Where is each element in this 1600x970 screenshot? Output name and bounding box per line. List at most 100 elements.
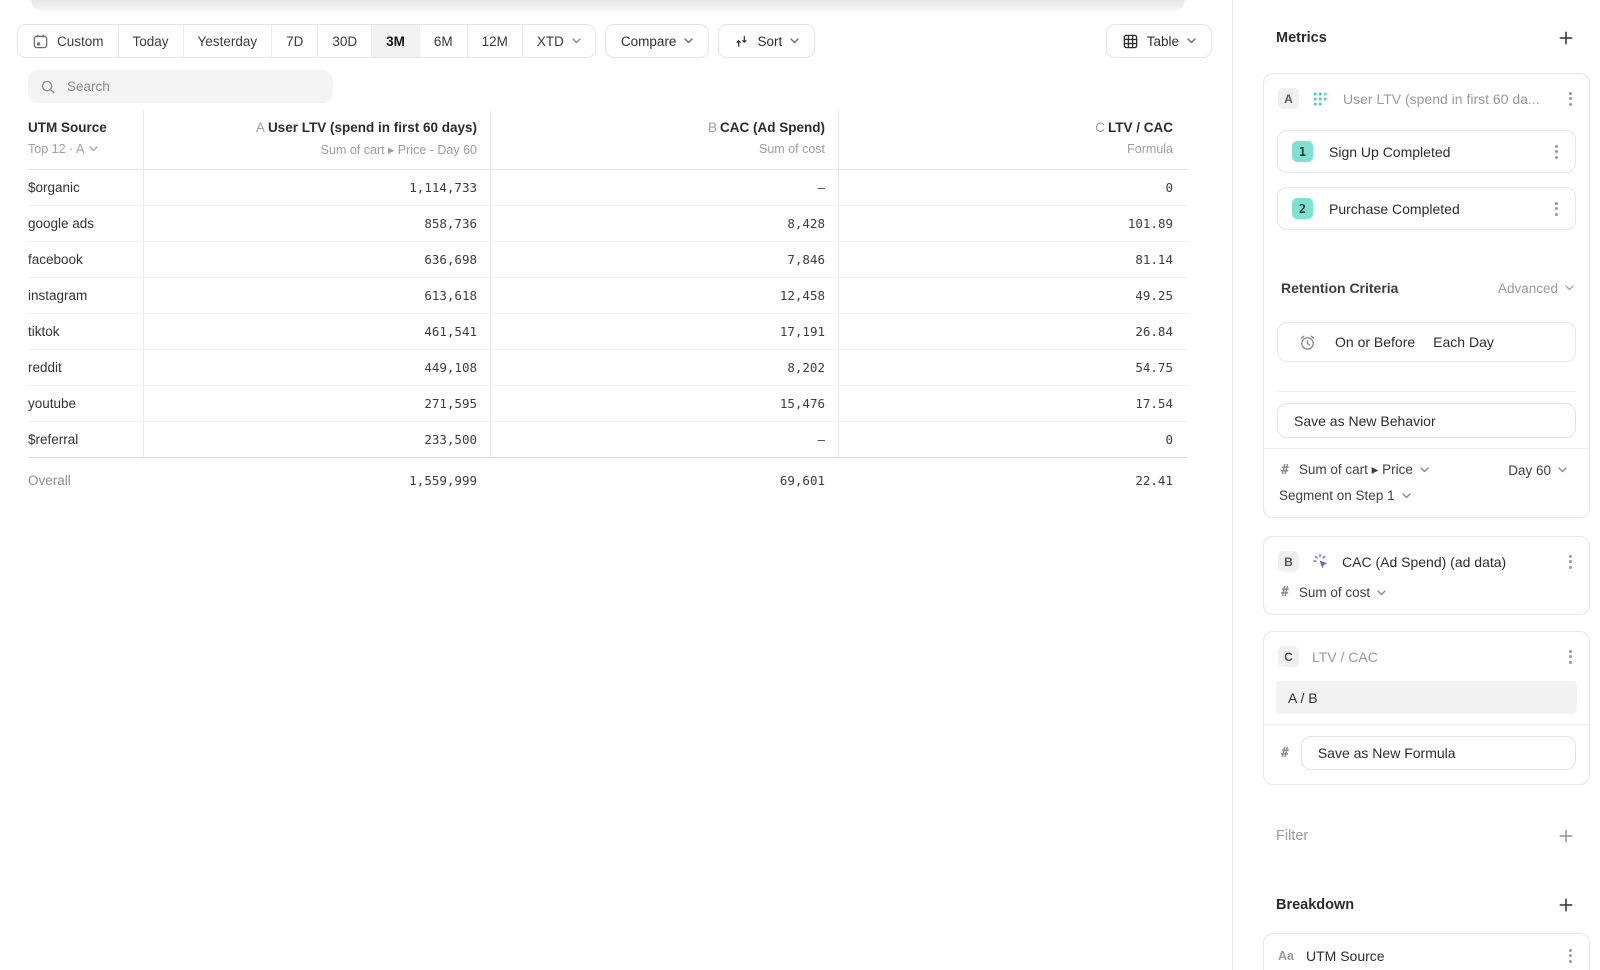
retention-condition-card[interactable]: On or Before Each Day [1277, 322, 1576, 362]
column-subtitle: Formula [1127, 142, 1173, 156]
table-header-row: UTM Source Top 12 · A A User LTV (spend i… [28, 110, 1188, 170]
step-card-1[interactable]: 1 Sign Up Completed [1277, 130, 1576, 173]
column-header-ratio[interactable]: C LTV / CAC Formula [838, 110, 1188, 169]
behavior-dots-icon [1312, 90, 1330, 108]
ratio-cell: 26.84 [838, 314, 1188, 349]
metric-b-title: CAC (Ad Spend) (ad data) [1342, 553, 1507, 570]
table-row[interactable]: instagram 613,618 12,458 49.25 [28, 278, 1188, 314]
table-row[interactable]: youtube 271,595 15,476 17.54 [28, 386, 1188, 422]
utm-source-cell: facebook [28, 252, 83, 267]
overall-ltv-cell: 1,559,999 [409, 472, 477, 488]
ratio-cell: 17.54 [838, 386, 1188, 421]
ltv-cell: 858,736 [143, 206, 490, 241]
divider [1264, 724, 1589, 725]
retention-period-label: Each Day [1433, 334, 1494, 350]
text-property-icon: Aa [1278, 948, 1294, 963]
column-title-text: LTV / CAC [1108, 120, 1173, 135]
divider [1277, 391, 1576, 392]
metric-a-aggregation-row: # Sum of cart ▸ Price Day 60 [1281, 462, 1567, 478]
date-range-xtd[interactable]: XTD [521, 25, 595, 57]
view-type-button[interactable]: Table [1105, 24, 1212, 58]
chevron-down-icon [1377, 589, 1386, 596]
kebab-menu-icon[interactable] [1566, 946, 1575, 966]
date-range-30d[interactable]: 30D [317, 25, 372, 57]
metric-b-header[interactable]: B CAC (Ad Spend) (ad data) [1264, 537, 1589, 572]
date-range-12m[interactable]: 12M [466, 25, 522, 57]
row-limit-dropdown[interactable]: Top 12 · A [28, 142, 130, 156]
filter-section-header: Filter [1276, 826, 1576, 846]
date-range-yesterday[interactable]: Yesterday [182, 25, 272, 57]
aggregation-property-dropdown[interactable]: Sum of cost [1299, 585, 1386, 600]
kebab-menu-icon[interactable] [1566, 647, 1575, 667]
utm-source-cell: google ads [28, 216, 95, 231]
chevron-down-icon [1187, 38, 1196, 44]
metrics-heading: Metrics [1276, 30, 1327, 46]
utm-source-cell: tiktok [28, 324, 60, 339]
compare-button[interactable]: Compare [604, 24, 710, 58]
table-row[interactable]: reddit 449,108 8,202 54.75 [28, 350, 1188, 386]
ratio-cell: 49.25 [838, 278, 1188, 313]
overall-cac-cell: 69,601 [779, 472, 825, 488]
add-filter-button[interactable] [1556, 826, 1576, 846]
breakdown-property-card[interactable]: Aa UTM Source [1263, 933, 1590, 970]
metrics-section-header: Metrics [1276, 28, 1576, 48]
aggregation-property-dropdown[interactable]: Sum of cart ▸ Price [1299, 462, 1429, 478]
search-input[interactable] [67, 79, 321, 94]
table-row[interactable]: $organic 1,114,733 – 0 [28, 170, 1188, 206]
date-range-today[interactable]: Today [117, 25, 183, 57]
save-as-new-formula-button[interactable]: Save as New Formula [1300, 736, 1576, 770]
metric-letter-badge: B [1278, 551, 1299, 572]
date-range-6m[interactable]: 6M [418, 25, 467, 57]
date-range-7d[interactable]: 7D [271, 25, 318, 57]
metric-letter-badge: C [1278, 646, 1299, 667]
kebab-menu-icon[interactable] [1566, 89, 1575, 109]
step-card-2[interactable]: 2 Purchase Completed [1277, 187, 1576, 230]
retention-mode-dropdown[interactable]: Advanced [1498, 281, 1574, 296]
aggregation-label: Sum of cost [1298, 585, 1371, 600]
chevron-down-icon [1420, 467, 1429, 473]
column-header-ltv[interactable]: A User LTV (spend in first 60 days) Sum o… [143, 110, 490, 169]
table-grid-icon [1122, 33, 1139, 50]
plus-icon [1558, 828, 1574, 844]
column-header-cac[interactable]: B CAC (Ad Spend) Sum of cost [490, 110, 838, 169]
breakdown-property-name: UTM Source [1305, 947, 1385, 964]
date-range-label: 7D [286, 33, 304, 49]
cac-cell: 8,428 [490, 206, 838, 241]
table-row[interactable]: $referral 233,500 – 0 [28, 422, 1188, 458]
sort-button[interactable]: Sort [718, 24, 816, 58]
metric-letter-badge: A [1278, 88, 1299, 109]
utm-source-cell: $referral [28, 432, 79, 447]
metric-c-header[interactable]: C LTV / CAC [1264, 632, 1589, 667]
table-row[interactable]: google ads 858,736 8,428 101.89 [28, 206, 1188, 242]
chevron-down-icon [1401, 492, 1411, 499]
column-header-utm-source[interactable]: UTM Source Top 12 · A [28, 110, 143, 169]
metric-letter: B [707, 120, 717, 135]
ltv-cell: 271,595 [143, 386, 490, 421]
column-title: UTM Source [28, 120, 107, 135]
formula-input[interactable]: A / B [1276, 681, 1577, 714]
date-range-label: Today [132, 33, 169, 49]
date-range-custom[interactable]: Custom [18, 25, 118, 57]
add-breakdown-button[interactable] [1556, 895, 1576, 915]
table-row[interactable]: facebook 636,698 7,846 81.14 [28, 242, 1188, 278]
kebab-menu-icon[interactable] [1552, 199, 1561, 219]
number-hash-icon: # [1281, 462, 1289, 478]
save-as-new-behavior-button[interactable]: Save as New Behavior [1277, 403, 1576, 438]
ratio-cell: 101.89 [838, 206, 1188, 241]
ltv-cell: 1,114,733 [143, 170, 490, 205]
chevron-down-icon [572, 38, 581, 44]
metric-a-header[interactable]: A User LTV (spend in first 60 da... [1264, 74, 1589, 109]
segment-on-step-dropdown[interactable]: Segment on Step 1 [1279, 488, 1411, 503]
step-event-label: Sign Up Completed [1329, 143, 1451, 160]
add-metric-button[interactable] [1556, 28, 1576, 48]
chart-panel-bottom-edge [31, 0, 1185, 11]
date-range-3m-selected[interactable]: 3M [371, 25, 419, 57]
search-bar[interactable] [28, 70, 333, 103]
kebab-menu-icon[interactable] [1566, 552, 1575, 572]
window-dropdown[interactable]: Day 60 [1508, 463, 1567, 478]
cac-cell: – [490, 170, 838, 205]
kebab-menu-icon[interactable] [1552, 142, 1561, 162]
overall-ratio-cell: 22.41 [1135, 472, 1173, 488]
table-row[interactable]: tiktok 461,541 17,191 26.84 [28, 314, 1188, 350]
window-label: Day 60 [1508, 462, 1551, 478]
